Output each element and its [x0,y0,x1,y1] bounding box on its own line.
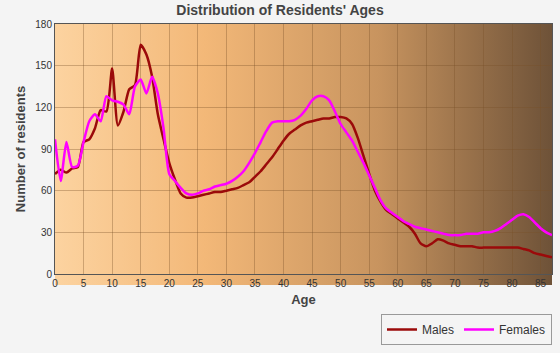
svg-text:25: 25 [192,278,204,289]
svg-text:Males: Males [422,323,454,337]
svg-text:30: 30 [221,278,233,289]
svg-text:Females: Females [499,323,545,337]
svg-text:55: 55 [364,278,376,289]
svg-text:90: 90 [41,144,53,155]
svg-text:70: 70 [449,278,461,289]
svg-text:75: 75 [478,278,490,289]
svg-text:60: 60 [392,278,404,289]
svg-text:30: 30 [41,227,53,238]
svg-text:15: 15 [135,278,147,289]
svg-text:35: 35 [249,278,261,289]
svg-text:0: 0 [46,269,52,280]
svg-text:10: 10 [107,278,119,289]
svg-text:20: 20 [164,278,176,289]
svg-text:0: 0 [52,278,58,289]
svg-text:60: 60 [41,185,53,196]
svg-text:5: 5 [81,278,87,289]
svg-text:120: 120 [35,102,52,113]
svg-text:85: 85 [535,278,547,289]
svg-text:65: 65 [421,278,433,289]
svg-text:80: 80 [506,278,518,289]
svg-text:Distribution of Residents' Age: Distribution of Residents' Ages [176,2,384,18]
svg-text:40: 40 [278,278,290,289]
svg-text:50: 50 [335,278,347,289]
svg-text:Number of residents: Number of residents [13,86,28,212]
svg-text:150: 150 [35,60,52,71]
svg-text:180: 180 [35,19,52,30]
svg-text:Age: Age [291,292,316,307]
svg-text:45: 45 [307,278,319,289]
